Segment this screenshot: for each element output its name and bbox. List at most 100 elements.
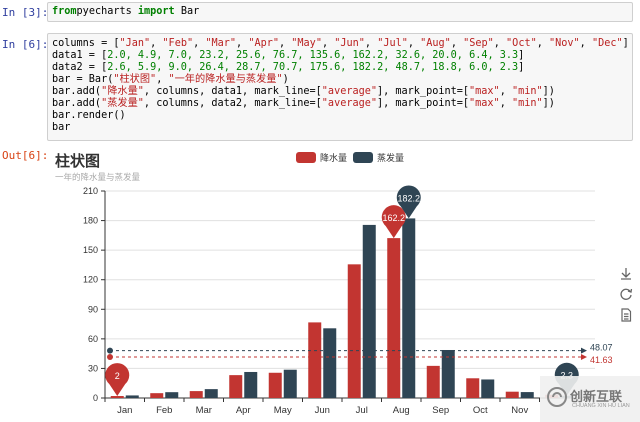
legend-swatch <box>353 152 373 163</box>
code-token: "Mar" <box>205 38 237 49</box>
code-token: , <box>536 38 549 49</box>
bar <box>204 389 218 398</box>
code-token: "蒸发量" <box>101 98 144 109</box>
code-line: data1 = [2.0, 4.9, 7.0, 23.2, 25.6, 76.7… <box>48 50 632 62</box>
code-token: bar = Bar( <box>52 74 114 85</box>
code-token: bar <box>52 122 71 133</box>
legend-label: 降水量 <box>320 153 348 163</box>
legend-swatch <box>296 152 316 163</box>
bar <box>481 379 495 398</box>
code-token: , <box>150 38 163 49</box>
code-token: "Apr" <box>248 38 279 49</box>
code-token: import <box>137 6 175 17</box>
code-token: "Jun" <box>334 38 365 49</box>
max-point-pin-label: 182.2 <box>397 193 420 203</box>
code-token: ] <box>622 38 629 49</box>
code-token: "Nov" <box>549 38 580 49</box>
bar <box>110 396 124 398</box>
bar <box>323 328 337 398</box>
legend-label: 蒸发量 <box>377 153 405 163</box>
bar <box>347 264 361 398</box>
code-token: "max" <box>469 98 500 109</box>
code-token: columns = [ <box>52 38 120 49</box>
code-line: data2 = [2.6, 5.9, 9.0, 26.4, 28.7, 70.7… <box>48 62 632 74</box>
bar <box>520 392 534 398</box>
refresh-icon[interactable] <box>618 286 634 302</box>
chart-subtitle: 一年的降水量与蒸发量 <box>55 172 141 182</box>
code-token: "min" <box>511 86 543 97</box>
code-token: data2 = [ <box>52 62 108 73</box>
code-line: bar = Bar("柱状图", "一年的降水量与蒸发量") <box>48 74 632 86</box>
code-token: , <box>493 38 507 49</box>
average-line-arrow <box>581 353 587 360</box>
input-prompt-3: In [3]: <box>2 6 49 19</box>
bar <box>150 393 164 398</box>
bar <box>362 224 376 398</box>
legend-item-series1[interactable]: 降水量 <box>296 151 347 164</box>
code-line: bar.render() <box>48 110 632 122</box>
min-point-pin <box>105 363 130 397</box>
y-tick-label: 0 <box>93 393 98 403</box>
code-token: , <box>364 38 378 49</box>
code-token: ]) <box>542 86 555 97</box>
code-token: ) <box>282 74 289 85</box>
x-tick-label: Oct <box>473 405 488 416</box>
min-point-pin-label: 2.3 <box>560 371 573 381</box>
y-tick-label: 210 <box>83 186 98 196</box>
data-view-icon[interactable] <box>618 307 634 323</box>
x-tick-label: Apr <box>236 405 251 416</box>
code-token: , <box>193 38 206 49</box>
code-token: , columns, data2, mark_line=[ <box>143 98 322 109</box>
average-label: 48.07 <box>590 343 613 353</box>
code-token: "Jul" <box>377 38 408 49</box>
watermark-text: 创新互联 <box>570 389 623 404</box>
legend-item-series2[interactable]: 蒸发量 <box>353 151 404 164</box>
code-token: "Sep" <box>463 38 494 49</box>
code-token: 2.0, 4.9, 7.0, 23.2, 25.6, 76.7, 135.6, … <box>107 50 519 61</box>
code-token: ] <box>518 50 525 61</box>
bar <box>268 372 282 398</box>
code-token: 2.6, 5.9, 9.0, 26.4, 28.7, 70.7, 175.6, … <box>107 62 519 73</box>
code-line: bar.add("蒸发量", columns, data2, mark_line… <box>48 98 632 110</box>
bar <box>402 218 416 398</box>
code-token: "Oct" <box>506 38 537 49</box>
code-token: , <box>579 38 592 49</box>
code-token: pyecharts <box>76 6 138 17</box>
watermark-subtext: CHUANG XIN HU LIAN <box>572 403 630 409</box>
code-line: bar.add("降水量", columns, data1, mark_line… <box>48 86 632 98</box>
x-tick-label: Jul <box>356 405 368 416</box>
code-token: , <box>156 74 169 85</box>
y-tick-label: 60 <box>88 334 98 344</box>
bar <box>283 369 297 398</box>
code-token: "降水量" <box>101 86 144 97</box>
code-token: ], mark_point=[ <box>377 98 470 109</box>
code-token: "Dec" <box>591 38 623 49</box>
y-tick-label: 30 <box>88 363 98 373</box>
code-cell-6[interactable]: columns = ["Jan", "Feb", "Mar", "Apr", "… <box>47 33 633 141</box>
code-token: ] <box>518 62 525 73</box>
code-token: , <box>236 38 249 49</box>
code-token: "May" <box>291 38 322 49</box>
code-token: , columns, data1, mark_line=[ <box>143 86 322 97</box>
watermark-logo-icon <box>547 387 567 407</box>
y-tick-label: 150 <box>83 245 98 255</box>
x-tick-label: Aug <box>393 405 410 416</box>
average-label: 41.63 <box>590 355 613 365</box>
bar <box>441 349 455 398</box>
watermark <box>540 376 640 422</box>
bar <box>229 375 243 398</box>
download-icon[interactable] <box>618 266 634 282</box>
code-cell-3[interactable]: frompyecharts import Bar <box>47 2 633 22</box>
chart-title: 柱状图 <box>55 153 101 170</box>
code-token: data1 = [ <box>52 50 108 61</box>
x-tick-label: May <box>274 405 292 416</box>
code-line: frompyecharts import Bar <box>48 6 632 18</box>
code-token: "average" <box>321 86 377 97</box>
bar <box>125 395 139 398</box>
code-token: "Jan" <box>119 38 151 49</box>
code-token: ], mark_point=[ <box>377 86 470 97</box>
min-point-pin-label: 2 <box>115 371 120 381</box>
bar <box>505 391 519 398</box>
code-token: "min" <box>511 98 543 109</box>
